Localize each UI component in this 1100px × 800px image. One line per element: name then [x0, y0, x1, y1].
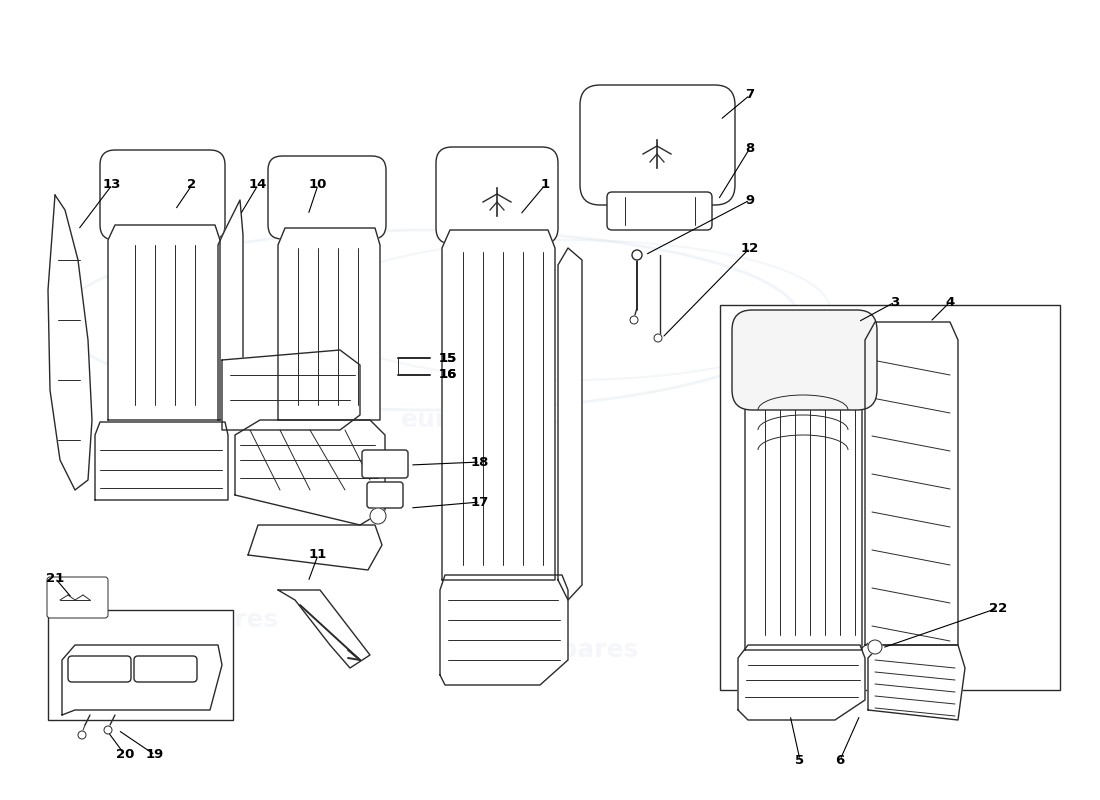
FancyBboxPatch shape	[268, 156, 386, 239]
Circle shape	[868, 640, 882, 654]
Polygon shape	[278, 228, 380, 420]
Polygon shape	[558, 248, 582, 600]
Polygon shape	[865, 322, 958, 645]
Circle shape	[104, 726, 112, 734]
FancyBboxPatch shape	[367, 482, 403, 508]
Text: 2: 2	[187, 178, 197, 191]
Text: 11: 11	[309, 549, 327, 562]
Polygon shape	[218, 200, 280, 420]
Text: 16: 16	[439, 369, 458, 382]
Text: 9: 9	[746, 194, 755, 206]
FancyBboxPatch shape	[100, 150, 226, 240]
Text: 17: 17	[471, 495, 490, 509]
Polygon shape	[108, 225, 220, 420]
Polygon shape	[738, 645, 865, 720]
FancyBboxPatch shape	[362, 450, 408, 478]
FancyBboxPatch shape	[436, 147, 558, 244]
Text: 19: 19	[146, 749, 164, 762]
Polygon shape	[442, 230, 556, 580]
Text: 7: 7	[746, 89, 755, 102]
Text: 10: 10	[309, 178, 327, 191]
Circle shape	[654, 334, 662, 342]
Polygon shape	[95, 422, 228, 500]
Text: 22: 22	[989, 602, 1008, 614]
Polygon shape	[868, 645, 965, 720]
Polygon shape	[248, 525, 382, 570]
Text: 14: 14	[249, 178, 267, 191]
Text: eurospares: eurospares	[720, 548, 879, 572]
Text: 13: 13	[102, 178, 121, 191]
Text: 15: 15	[439, 351, 458, 365]
FancyBboxPatch shape	[68, 656, 131, 682]
Text: 3: 3	[890, 295, 900, 309]
FancyBboxPatch shape	[607, 192, 712, 230]
Circle shape	[630, 316, 638, 324]
Text: 12: 12	[741, 242, 759, 254]
Polygon shape	[222, 350, 360, 430]
Text: eurospares: eurospares	[481, 638, 639, 662]
Text: 1: 1	[540, 178, 550, 191]
Text: 6: 6	[835, 754, 845, 766]
Text: eurospares: eurospares	[400, 408, 559, 432]
FancyBboxPatch shape	[134, 656, 197, 682]
FancyBboxPatch shape	[732, 310, 877, 410]
Polygon shape	[440, 575, 568, 685]
Text: 18: 18	[471, 455, 490, 469]
Polygon shape	[235, 420, 385, 525]
Polygon shape	[745, 322, 862, 650]
Text: 21: 21	[46, 571, 64, 585]
Text: 4: 4	[945, 295, 955, 309]
Text: 16: 16	[439, 369, 458, 382]
Text: eurospares: eurospares	[121, 608, 279, 632]
Circle shape	[370, 508, 386, 524]
Text: 8: 8	[746, 142, 755, 154]
Text: 20: 20	[116, 749, 134, 762]
Text: eurospares: eurospares	[141, 368, 299, 392]
Text: 5: 5	[795, 754, 804, 766]
Circle shape	[632, 250, 642, 260]
Circle shape	[78, 731, 86, 739]
FancyBboxPatch shape	[580, 85, 735, 205]
Polygon shape	[48, 195, 92, 490]
Polygon shape	[62, 645, 222, 715]
FancyBboxPatch shape	[48, 610, 233, 720]
Polygon shape	[278, 590, 370, 668]
Text: 15: 15	[439, 351, 458, 365]
FancyBboxPatch shape	[720, 305, 1060, 690]
FancyBboxPatch shape	[47, 577, 108, 618]
